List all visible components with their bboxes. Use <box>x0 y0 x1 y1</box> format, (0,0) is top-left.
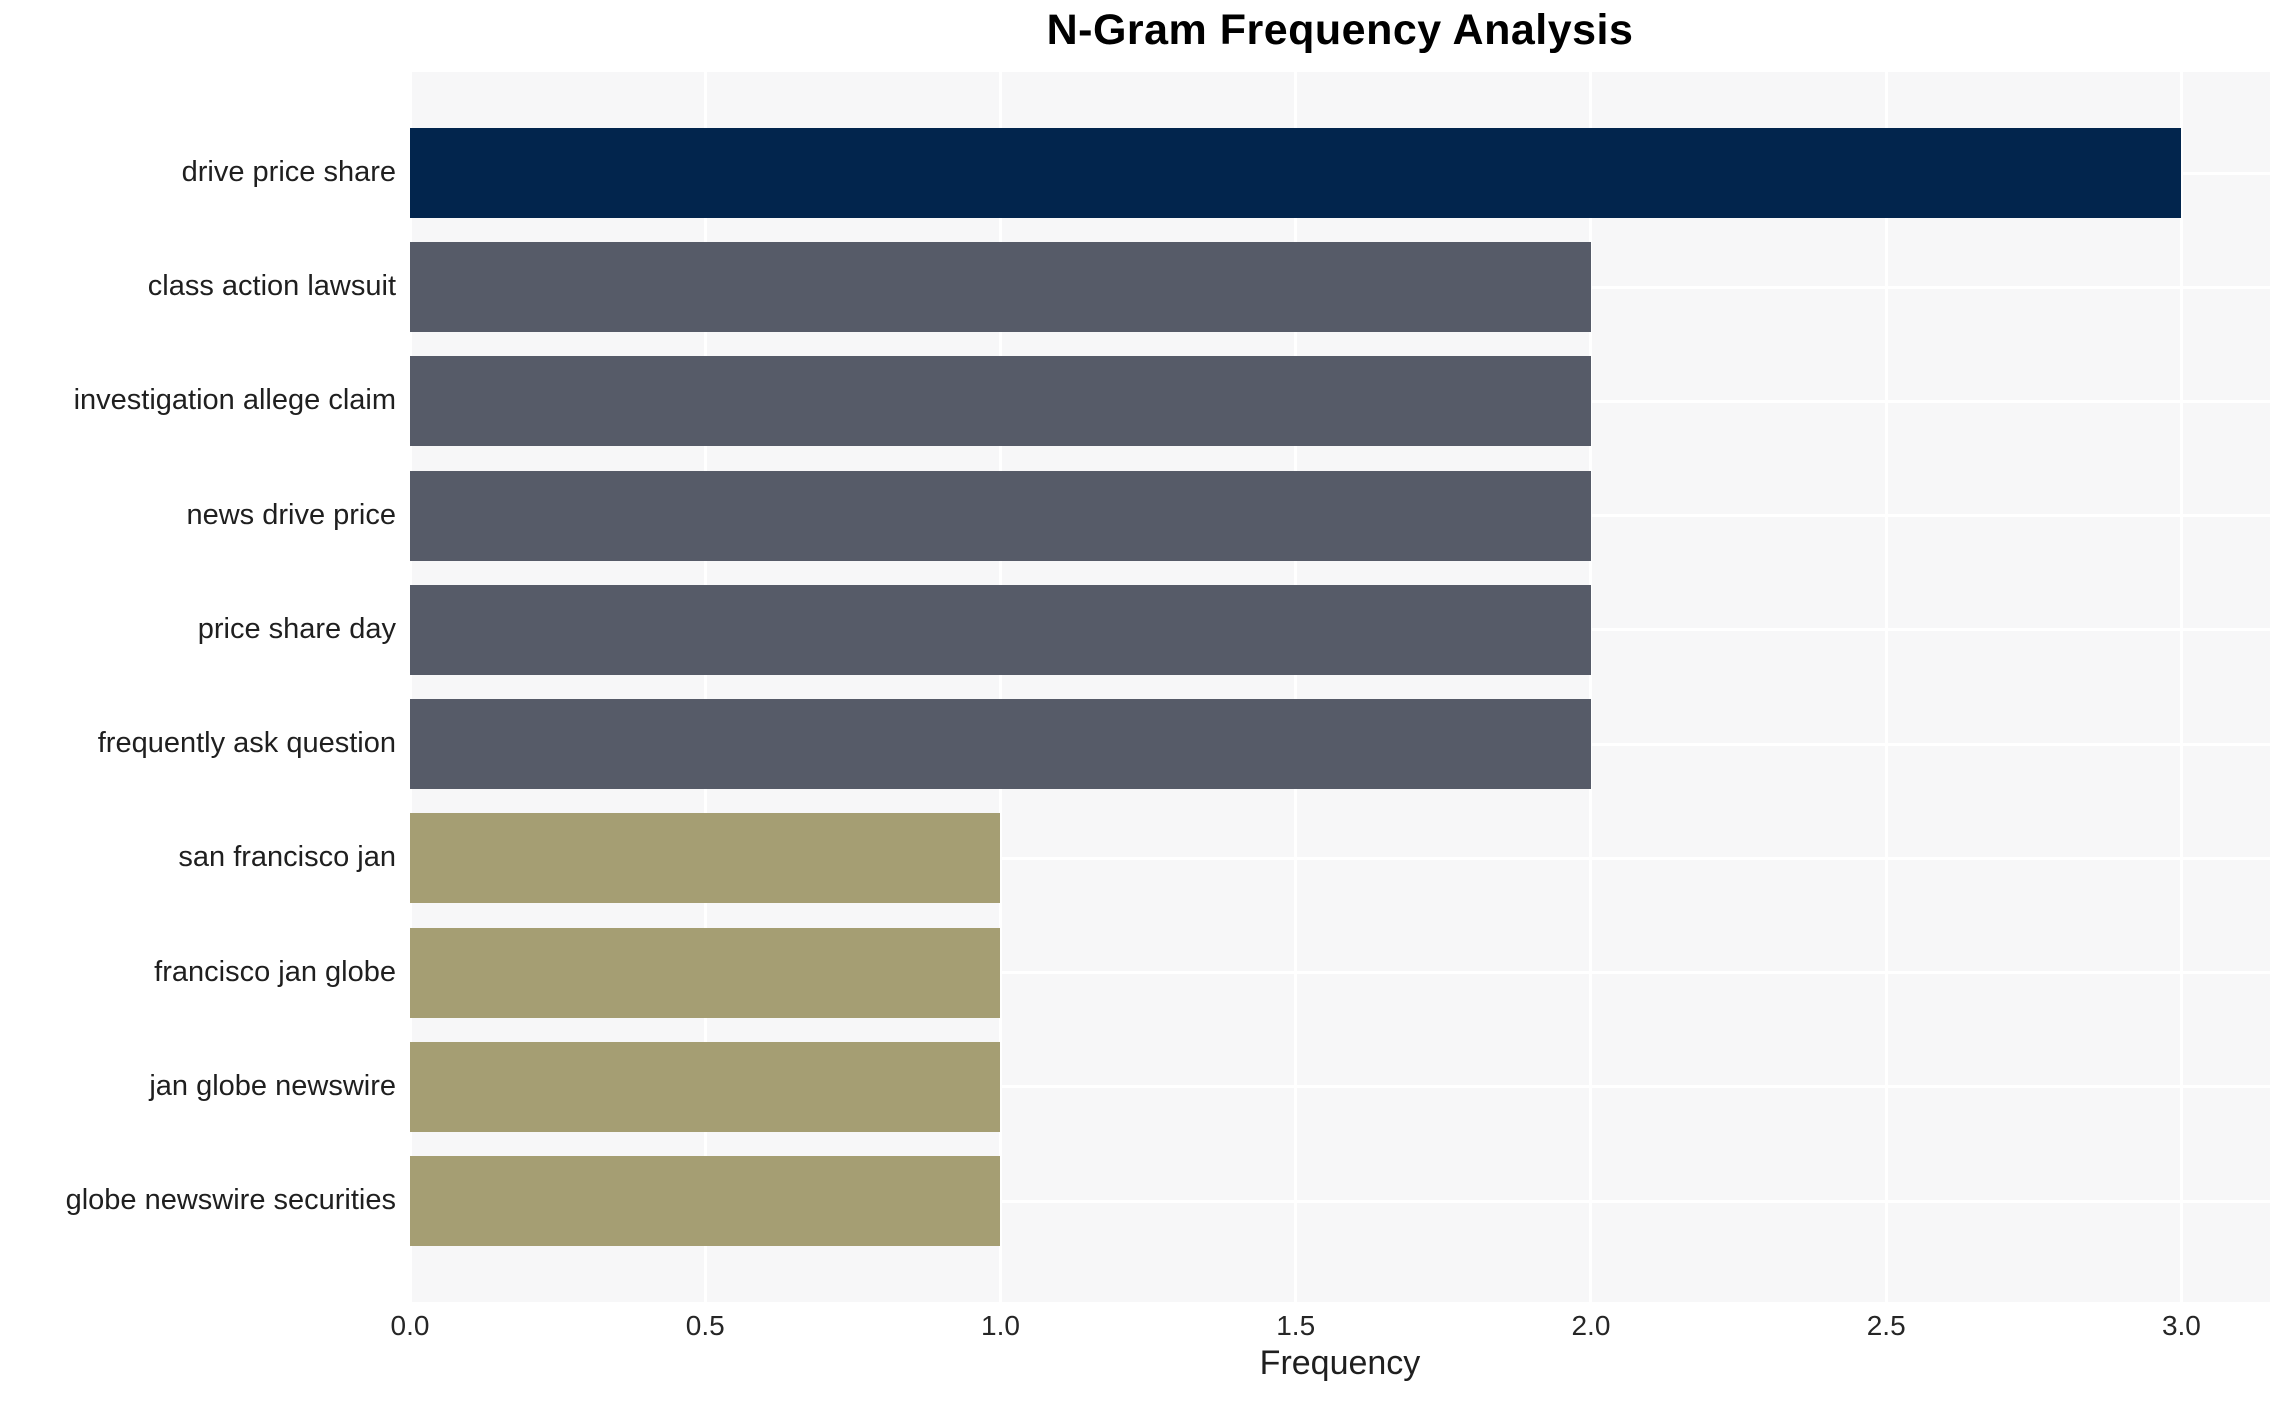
y-axis-label: francisco jan globe <box>154 955 396 988</box>
x-tick-label: 1.0 <box>981 1310 1020 1341</box>
y-axis-label: jan globe newswire <box>149 1069 396 1102</box>
y-axis-label: price share day <box>197 612 396 645</box>
horizontal-gridline <box>410 1085 2270 1089</box>
y-axis-label: globe newswire securities <box>65 1184 396 1216</box>
bar <box>410 927 1001 1018</box>
plot-area <box>408 72 2270 1302</box>
bar <box>410 242 1591 333</box>
x-tick-label: 2.0 <box>1571 1310 1611 1341</box>
y-axis-label: san francisco jan <box>178 841 396 874</box>
vertical-gridline <box>1884 72 1888 1302</box>
x-tick-label: 1.5 <box>1276 1310 1316 1341</box>
chart-title: N-Gram Frequency Analysis <box>1046 6 1634 54</box>
bar <box>410 356 1591 447</box>
bar <box>410 1041 1001 1132</box>
vertical-gridline <box>1589 72 1593 1302</box>
bar <box>410 470 1591 561</box>
vertical-gridline <box>2179 72 2183 1302</box>
vertical-gridline <box>1294 72 1298 1302</box>
y-axis-label: investigation allege claim <box>73 384 396 417</box>
x-axis-label: Frequency <box>1259 1344 1421 1382</box>
x-tick-label: 3.0 <box>2161 1310 2201 1341</box>
x-tick-label: 2.5 <box>1866 1310 1906 1341</box>
y-axis-label: frequently ask question <box>97 727 396 760</box>
x-tick-label: 0.5 <box>685 1310 725 1341</box>
bar <box>410 699 1591 790</box>
horizontal-gridline <box>410 971 2270 975</box>
vertical-gridline <box>998 72 1002 1302</box>
y-axis-label: class action lawsuit <box>147 270 396 303</box>
y-axis-label: drive price share <box>181 156 396 188</box>
horizontal-gridline <box>410 856 2270 860</box>
vertical-gridline <box>703 72 707 1302</box>
bar <box>410 813 1001 904</box>
x-tick-label: 0.0 <box>390 1310 430 1341</box>
y-axis-label: news drive price <box>186 498 396 531</box>
bar <box>410 1156 1001 1246</box>
bar <box>410 128 2182 218</box>
bar <box>410 584 1591 675</box>
horizontal-gridline <box>410 1199 2270 1203</box>
vertical-gridline <box>408 72 412 1302</box>
